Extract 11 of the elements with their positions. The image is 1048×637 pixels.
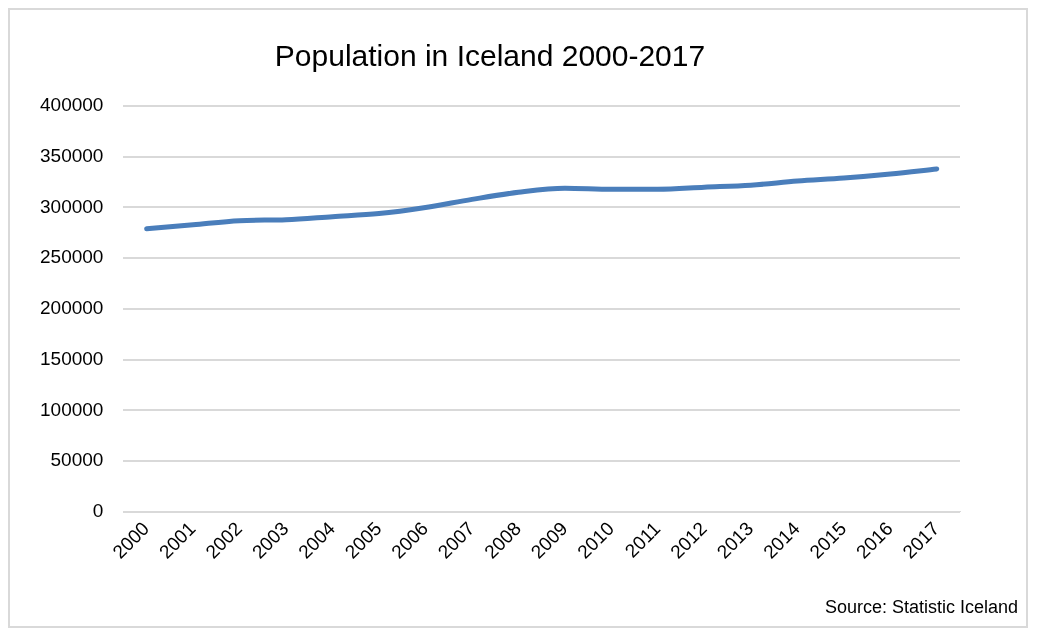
y-tick-label: 0 [92,500,104,522]
y-tick-label: 200000 [40,297,104,319]
y-tick-label: 350000 [40,144,104,166]
source-note: Source: Statistic Iceland [824,597,1018,618]
y-tick-label: 300000 [40,195,104,217]
y-tick-label: 150000 [40,347,104,369]
y-tick-label: 250000 [40,246,104,268]
y-tick-label: 50000 [50,449,104,471]
y-tick-label: 100000 [40,398,104,420]
chart-title: Population in Iceland 2000-2017 [274,39,706,73]
y-tick-label: 400000 [40,94,104,116]
